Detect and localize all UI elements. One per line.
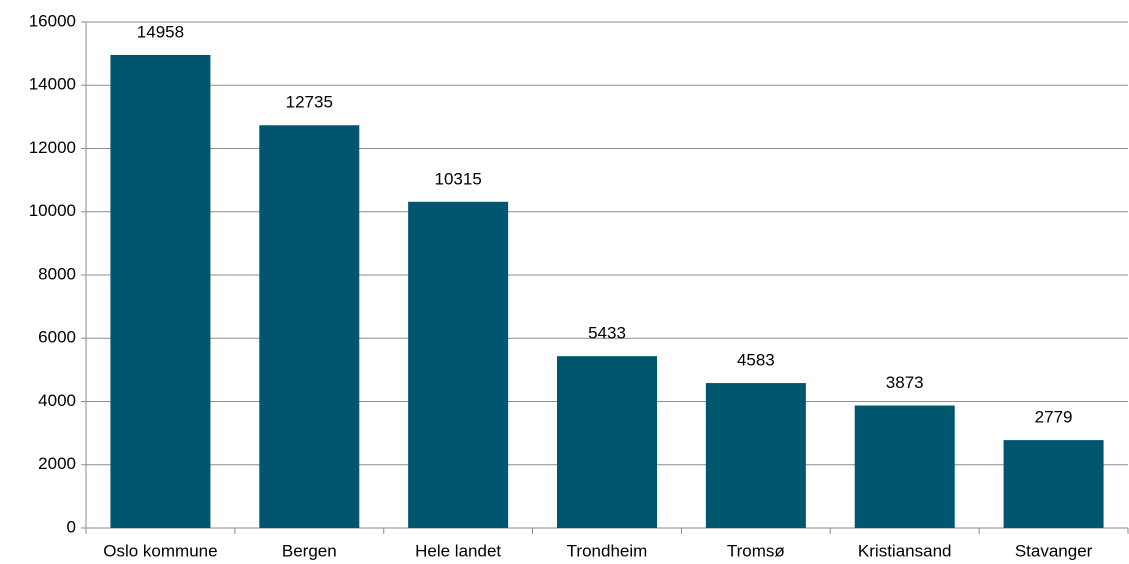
data-label: 14958 [137,22,184,41]
y-tick-label: 10000 [29,201,76,220]
y-tick-label: 8000 [38,264,76,283]
y-tick-label: 14000 [29,75,76,94]
data-label: 2779 [1035,408,1073,427]
bar [408,201,509,528]
data-label: 10315 [435,169,482,188]
x-tick-label: Kristiansand [858,541,952,560]
data-label: 4583 [737,351,775,370]
data-label: 12735 [286,93,333,112]
bar [854,405,955,528]
bar [557,356,657,528]
bar [1003,440,1104,528]
x-tick-label: Stavanger [1015,541,1093,560]
bar [259,125,360,529]
bar [110,54,211,529]
y-tick-label: 6000 [38,328,76,347]
x-tick-label: Trondheim [567,541,648,560]
y-tick-label: 16000 [29,11,76,30]
x-tick-label: Tromsø [727,541,785,560]
data-label: 3873 [886,373,924,392]
x-tick-label: Bergen [282,541,337,560]
y-tick-label: 2000 [38,454,76,473]
y-tick-label: 12000 [29,138,76,157]
y-tick-label: 4000 [38,391,76,410]
x-tick-label: Hele landet [415,541,501,560]
data-label: 5433 [588,324,626,343]
x-tick-label: Oslo kommune [103,541,217,560]
bar [705,383,806,528]
y-tick-label: 0 [67,517,76,536]
